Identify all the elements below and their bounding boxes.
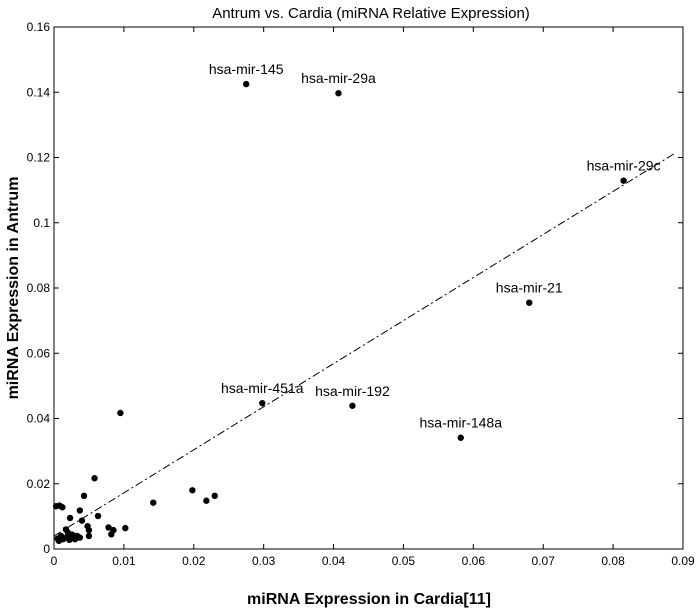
data-point <box>85 532 93 540</box>
x-tick-label: 0.04 <box>322 554 346 568</box>
y-axis: 0 0.02 0.04 0.06 0.08 0.1 0.12 0.14 0.16 <box>27 20 683 556</box>
data-point <box>335 90 342 97</box>
point-label: hsa-mir-29c <box>587 158 661 174</box>
data-point <box>85 526 93 534</box>
y-tick-label: 0.04 <box>27 412 51 426</box>
x-tick-label: 0.06 <box>462 554 486 568</box>
data-point <box>242 80 250 88</box>
point-label: hsa-mir-148a <box>420 415 503 431</box>
data-point <box>526 299 533 306</box>
data-point <box>59 504 66 511</box>
data-point <box>91 475 98 482</box>
x-tick-label: 0.01 <box>112 554 136 568</box>
x-tick-label: 0.02 <box>182 554 206 568</box>
x-axis-label: miRNA Expression in Cardia[11] <box>247 591 491 608</box>
data-point <box>457 434 464 441</box>
data-point <box>78 517 86 524</box>
data-point <box>71 536 79 543</box>
x-tick-label: 0.07 <box>532 554 556 568</box>
y-tick-label: 0.16 <box>27 20 51 34</box>
data-point <box>349 402 356 409</box>
data-point <box>105 524 112 531</box>
data-point <box>117 409 124 417</box>
data-point <box>55 537 63 545</box>
y-tick-label: 0.14 <box>27 85 51 99</box>
y-tick-label: 0 <box>43 542 50 556</box>
data-point <box>122 524 129 532</box>
data-point <box>259 399 266 407</box>
data-point <box>211 492 218 500</box>
x-tick-label: 0.05 <box>392 554 416 568</box>
trendline <box>53 152 677 537</box>
x-tick-label: 0.08 <box>601 554 625 568</box>
x-axis: 0 0.01 0.02 0.03 0.04 0.05 0.06 0.07 0.08 0.09 <box>51 27 695 568</box>
x-tick-label: 0.09 <box>671 554 695 568</box>
data-point <box>108 531 115 538</box>
y-tick-label: 0.02 <box>27 477 51 491</box>
y-tick-label: 0.1 <box>33 216 50 230</box>
point-annotations: hsa-mir-145 hsa-mir-29a hsa-mir-29c hsa-mir… <box>209 61 661 431</box>
x-tick-label: 0 <box>51 554 58 568</box>
plot-frame <box>53 26 684 550</box>
y-tick-label: 0.06 <box>27 346 51 360</box>
y-axis-label: miRNA Expression in Antrum <box>5 177 22 400</box>
x-tick-label: 0.03 <box>252 554 276 568</box>
data-point <box>94 512 102 520</box>
data-points <box>52 80 627 545</box>
data-point <box>66 514 74 522</box>
point-label: hsa-mir-21 <box>496 280 563 296</box>
data-point <box>80 492 88 500</box>
point-label: hsa-mir-29a <box>301 70 376 86</box>
y-tick-label: 0.08 <box>27 281 51 295</box>
data-point <box>76 534 84 541</box>
trendline-group <box>53 152 677 537</box>
data-point <box>150 499 157 506</box>
data-point <box>76 507 84 514</box>
data-point <box>189 487 196 494</box>
point-label: hsa-mir-145 <box>209 61 284 77</box>
data-point <box>620 177 627 184</box>
chart-title: Antrum vs. Cardia (miRNA Relative Expres… <box>212 5 530 22</box>
point-label: hsa-mir-451a <box>221 380 304 396</box>
data-point <box>203 497 210 504</box>
y-tick-label: 0.12 <box>27 151 51 165</box>
point-label: hsa-mir-192 <box>315 383 390 399</box>
data-point <box>66 536 73 544</box>
